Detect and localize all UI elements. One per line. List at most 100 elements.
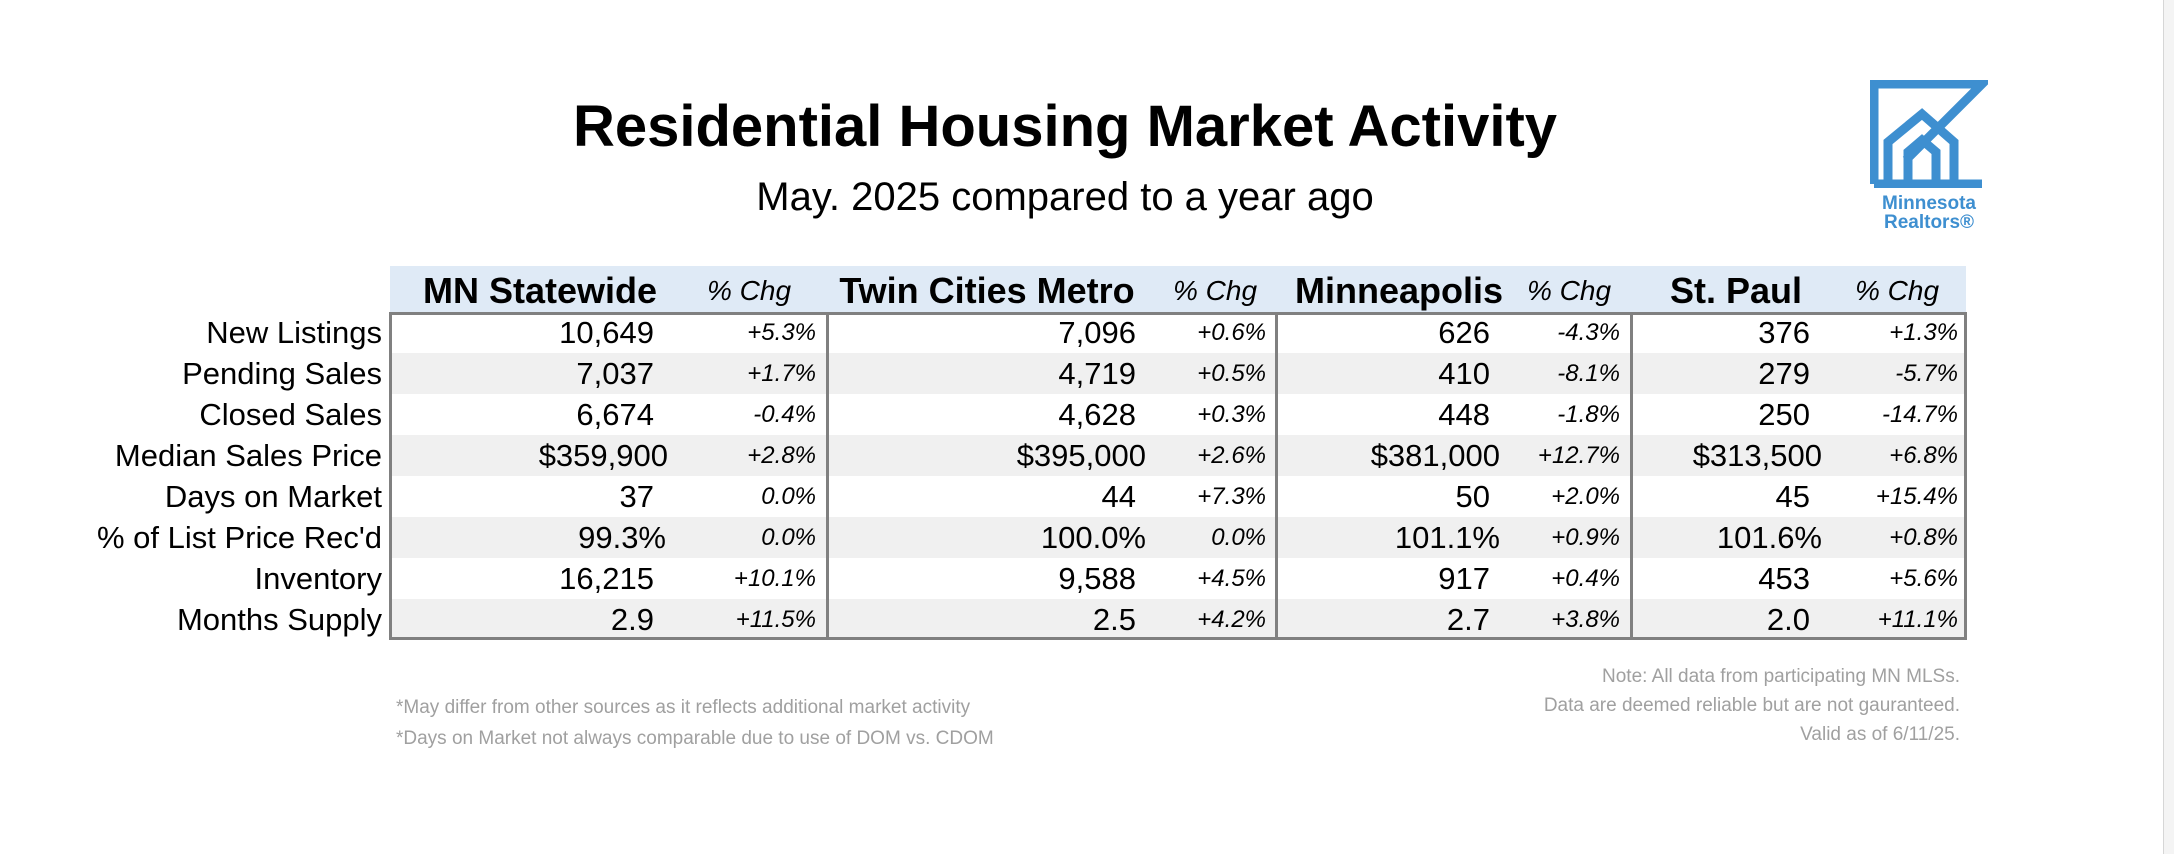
pct-change-cell: +15.4% <box>1875 483 1958 510</box>
footnote: *May differ from other sources as it ref… <box>396 697 971 718</box>
pct-change-cell: +2.8% <box>747 442 816 469</box>
pct-change-cell: 0.0% <box>1211 524 1266 551</box>
value-cell: $313,500 <box>1692 438 1822 473</box>
value-cell: 37 <box>619 479 654 514</box>
page-subtitle: May. 2025 compared to a year ago <box>756 175 1374 219</box>
minnesota-realtors-logo: Minnesota Realtors® <box>1870 80 1988 232</box>
value-cell: $381,000 <box>1370 438 1500 473</box>
value-cell: 453 <box>1758 561 1810 596</box>
pct-change-cell: -4.3% <box>1557 319 1620 346</box>
row-label: % of List Price Rec'd <box>96 520 382 555</box>
column-header-twin-cities-metro: Twin Cities Metro <box>839 270 1135 311</box>
window-edge <box>2163 0 2174 854</box>
pct-change-cell: -14.7% <box>1881 401 1958 428</box>
row-label: Days on Market <box>164 479 382 514</box>
pct-change-cell: +2.0% <box>1551 483 1620 510</box>
value-cell: 2.0 <box>1766 602 1810 637</box>
table-block-mn-statewide <box>389 312 829 640</box>
pct-change-cell: +6.8% <box>1889 442 1958 469</box>
pct-change-cell: +11.5% <box>735 606 816 633</box>
pct-change-cell: +2.6% <box>1197 442 1266 469</box>
value-cell: 626 <box>1438 315 1490 350</box>
valid-date: Valid as of 6/11/25. <box>1800 724 1960 745</box>
table-header-band <box>390 266 1966 312</box>
pct-change-cell: +0.4% <box>1551 565 1620 592</box>
pct-change-cell: +11.1% <box>1877 606 1958 633</box>
value-cell: 448 <box>1438 397 1490 432</box>
value-cell: 16,215 <box>559 561 654 596</box>
pct-change-cell: +5.3% <box>747 319 816 346</box>
table-row-closed-sales: Closed Sales 6,674 -0.4% 4,628 +0.3% 448… <box>0 394 2174 435</box>
value-cell: 101.1% <box>1394 520 1500 555</box>
column-header-st-paul: St. Paul <box>1669 270 1803 311</box>
table-row-inventory: Inventory 16,215 +10.1% 9,588 +4.5% 917 … <box>0 558 2174 599</box>
row-label: New Listings <box>206 315 382 350</box>
table-row-days-on-market: Days on Market 37 0.0% 44 +7.3% 50 +2.0%… <box>0 476 2174 517</box>
column-header-pct-chg: % Chg <box>1172 275 1258 306</box>
pct-change-cell: +3.8% <box>1551 606 1620 633</box>
value-cell: 100.0% <box>1040 520 1146 555</box>
column-header-pct-chg: % Chg <box>706 275 792 306</box>
pct-change-cell: +1.7% <box>747 360 816 387</box>
pct-change-cell: -1.8% <box>1557 401 1620 428</box>
value-cell: 4,628 <box>1058 397 1136 432</box>
row-label: Closed Sales <box>199 397 382 432</box>
value-cell: 250 <box>1758 397 1810 432</box>
value-cell: 376 <box>1758 315 1810 350</box>
table-row-pct-list-price: % of List Price Rec'd 99.3% 0.0% 100.0% … <box>0 517 2174 558</box>
value-cell: 7,096 <box>1058 315 1136 350</box>
pct-change-cell: +0.3% <box>1197 401 1266 428</box>
row-label: Months Supply <box>176 602 382 637</box>
column-header-pct-chg: % Chg <box>1526 275 1612 306</box>
pct-change-cell: -0.4% <box>753 401 816 428</box>
value-cell: 6,674 <box>576 397 654 432</box>
table-block-minneapolis <box>1275 312 1633 640</box>
value-cell: 2.9 <box>610 602 654 637</box>
pct-change-cell: +4.2% <box>1197 606 1266 633</box>
table-row-new-listings: New Listings 10,649 +5.3% 7,096 +0.6% 62… <box>0 312 2174 353</box>
value-cell: 410 <box>1438 356 1490 391</box>
value-cell: 101.6% <box>1716 520 1822 555</box>
value-cell: 4,719 <box>1058 356 1136 391</box>
pct-change-cell: +4.5% <box>1197 565 1266 592</box>
house-logo-icon <box>1870 80 1988 188</box>
value-cell: 279 <box>1758 356 1810 391</box>
value-cell: 9,588 <box>1058 561 1136 596</box>
value-cell: 2.7 <box>1446 602 1490 637</box>
table-row-pending-sales: Pending Sales 7,037 +1.7% 4,719 +0.5% 41… <box>0 353 2174 394</box>
pct-change-cell: +0.5% <box>1197 360 1266 387</box>
pct-change-cell: 0.0% <box>761 524 816 551</box>
page-title: Residential Housing Market Activity <box>572 94 1558 159</box>
row-label: Median Sales Price <box>114 438 382 473</box>
pct-change-cell: +10.1% <box>733 565 816 592</box>
value-cell: 45 <box>1775 479 1810 514</box>
column-header-pct-chg: % Chg <box>1854 275 1940 306</box>
value-cell: 2.5 <box>1092 602 1136 637</box>
logo-line-2: Realtors® <box>1883 212 1975 233</box>
value-cell: 917 <box>1438 561 1490 596</box>
logo-text: Minnesota Realtors® <box>1870 194 1988 232</box>
value-cell: $359,900 <box>538 438 668 473</box>
pct-change-cell: 0.0% <box>761 483 816 510</box>
table-block-twin-cities-metro <box>826 312 1278 640</box>
table-row-months-supply: Months Supply 2.9 +11.5% 2.5 +4.2% 2.7 +… <box>0 599 2174 640</box>
value-cell: $395,000 <box>1016 438 1146 473</box>
pct-change-cell: +0.9% <box>1551 524 1620 551</box>
table-block-st-paul <box>1630 312 1967 640</box>
table-row-median-sales-price: Median Sales Price $359,900 +2.8% $395,0… <box>0 435 2174 476</box>
pct-change-cell: +12.7% <box>1537 442 1620 469</box>
footnote: *Days on Market not always comparable du… <box>396 728 994 749</box>
pct-change-cell: +0.8% <box>1889 524 1958 551</box>
row-label: Pending Sales <box>182 356 382 391</box>
column-header-mn-statewide: MN Statewide <box>422 270 658 311</box>
footnotes-right: Note: All data from participating MN MLS… <box>1544 662 1960 749</box>
value-cell: 7,037 <box>576 356 654 391</box>
note-line: Data are deemed reliable but are not gau… <box>1543 695 1960 716</box>
value-cell: 99.3% <box>578 520 666 555</box>
pct-change-cell: -8.1% <box>1557 360 1620 387</box>
logo-line-1: Minnesota <box>1882 193 1976 214</box>
footnotes-left: *May differ from other sources as it ref… <box>396 692 994 754</box>
value-cell: 44 <box>1101 479 1136 514</box>
pct-change-cell: +5.6% <box>1889 565 1958 592</box>
value-cell: 10,649 <box>559 315 654 350</box>
